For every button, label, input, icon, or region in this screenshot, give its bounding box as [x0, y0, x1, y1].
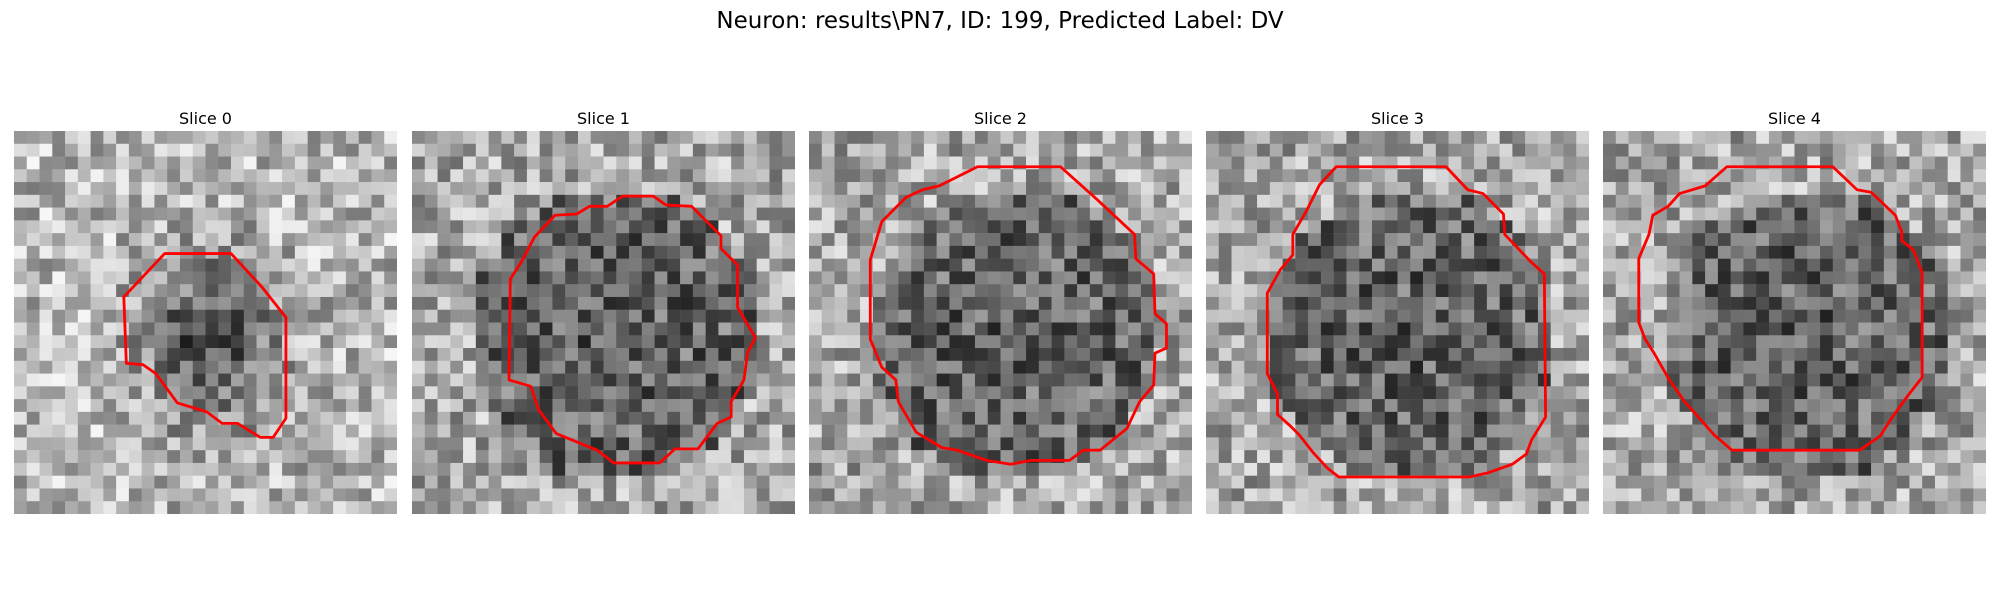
- slice-image-2: [809, 131, 1192, 514]
- figure-title: Neuron: results\PN7, ID: 199, Predicted …: [716, 8, 1284, 34]
- slice-title-3: Slice 3: [1371, 109, 1424, 128]
- slice-title-0: Slice 0: [179, 109, 232, 128]
- slice-panel-1: Slice 1: [412, 107, 795, 514]
- slice-title-2: Slice 2: [974, 109, 1027, 128]
- slice-panel-3: Slice 3: [1206, 107, 1589, 514]
- neuron-contour-2: [868, 165, 1168, 466]
- slice-title-1: Slice 1: [577, 109, 630, 128]
- slice-image-1: [412, 131, 795, 514]
- slice-panel-2: Slice 2: [809, 107, 1192, 514]
- slice-title-4: Slice 4: [1768, 109, 1821, 128]
- slice-image-4: [1603, 131, 1986, 514]
- neuron-contour-3: [1265, 165, 1547, 479]
- slice-image-0: [14, 131, 397, 514]
- slice-image-3: [1206, 131, 1589, 514]
- neuron-contour-0: [122, 252, 288, 439]
- slice-panel-0: Slice 0: [14, 107, 397, 514]
- neuron-contour-1: [507, 194, 757, 465]
- slice-panel-4: Slice 4: [1603, 107, 1986, 514]
- neuron-contour-4: [1637, 165, 1924, 452]
